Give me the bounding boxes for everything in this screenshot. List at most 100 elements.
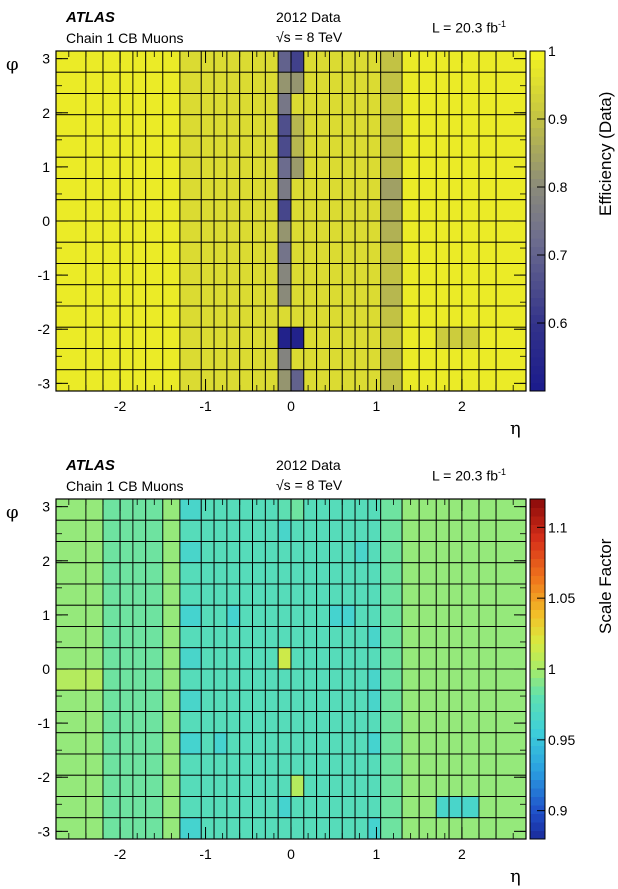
heatmap-cell xyxy=(435,519,450,542)
heatmap-cell xyxy=(354,668,369,691)
heatmap-cell xyxy=(252,689,266,712)
x-axis-label: η xyxy=(510,418,521,439)
heatmap-cell xyxy=(179,348,202,371)
heatmap-cell xyxy=(316,668,330,691)
heatmap-cell xyxy=(277,689,292,712)
heatmap-cell xyxy=(329,369,343,392)
heatmap-cell xyxy=(478,71,497,94)
heatmap-cell xyxy=(461,498,480,521)
heatmap-cell xyxy=(290,711,305,734)
heatmap-cell xyxy=(179,732,202,755)
heatmap-cell xyxy=(495,668,527,691)
colorbar-segment xyxy=(530,660,545,670)
heatmap-cell xyxy=(495,348,527,371)
heatmap-cell xyxy=(448,562,463,585)
heatmap-cell xyxy=(179,753,202,776)
colorbar-segment xyxy=(530,643,545,653)
heatmap-cell xyxy=(329,668,343,691)
heatmap-cell xyxy=(329,604,343,627)
heatmap-cell xyxy=(132,348,147,371)
heatmap-cell xyxy=(418,348,437,371)
heatmap-cell xyxy=(226,711,241,734)
heatmap-cell xyxy=(341,284,356,307)
heatmap-cell xyxy=(239,305,253,328)
heatmap-cell xyxy=(316,796,330,819)
heatmap-cell xyxy=(316,369,330,392)
heatmap-cell xyxy=(290,796,305,819)
heatmap-cell xyxy=(102,562,121,585)
heatmap-cell xyxy=(329,93,343,116)
heatmap-cell xyxy=(380,711,403,734)
heatmap-cell xyxy=(277,284,292,307)
heatmap-cell xyxy=(252,668,266,691)
heatmap-cell xyxy=(85,326,104,349)
heatmap-cell xyxy=(367,305,382,328)
heatmap-cell xyxy=(354,604,369,627)
heatmap-cell xyxy=(448,114,463,137)
heatmap-cell xyxy=(303,689,318,712)
heatmap-cell xyxy=(145,519,164,542)
heatmap-cell xyxy=(316,626,330,649)
heatmap-cell xyxy=(329,774,343,797)
heatmap-cell xyxy=(418,689,437,712)
heatmap-cell xyxy=(367,817,382,840)
heatmap-cell xyxy=(252,647,266,670)
heatmap-cell xyxy=(478,817,497,840)
heatmap-cell xyxy=(119,753,134,776)
heatmap-cell xyxy=(102,753,121,776)
heatmap-cell xyxy=(264,519,279,542)
heatmap-cell xyxy=(401,348,420,371)
heatmap-cell xyxy=(418,562,437,585)
heatmap-cell xyxy=(478,220,497,243)
heatmap-cell xyxy=(303,541,318,564)
heatmap-cell xyxy=(495,50,527,73)
heatmap-cell xyxy=(179,711,202,734)
heatmap-cell xyxy=(401,263,420,286)
heatmap-cell xyxy=(179,220,202,243)
heatmap-cell xyxy=(213,305,228,328)
heatmap-cell xyxy=(200,263,215,286)
heatmap-cell xyxy=(162,562,181,585)
heatmap-cell xyxy=(264,774,279,797)
colorbar-segment xyxy=(530,59,545,69)
heatmap-cell xyxy=(239,583,253,606)
heatmap-cell xyxy=(303,93,318,116)
heatmap-cell xyxy=(435,305,450,328)
heatmap-cell xyxy=(329,348,343,371)
heatmap-cell xyxy=(226,220,241,243)
heatmap-cell xyxy=(85,71,104,94)
heatmap-cell xyxy=(277,519,292,542)
colorbar-segment xyxy=(530,728,545,738)
heatmap-cell xyxy=(102,178,121,201)
heatmap-cell xyxy=(277,305,292,328)
heatmap-cell xyxy=(354,241,369,264)
heatmap-cell xyxy=(316,604,330,627)
heatmap-cell xyxy=(264,796,279,819)
heatmap-cell xyxy=(145,562,164,585)
heatmap-cell xyxy=(179,156,202,179)
heatmap-cell xyxy=(145,284,164,307)
heatmap-cell xyxy=(252,817,266,840)
heatmap-cell xyxy=(303,668,318,691)
y-tick-label: -1 xyxy=(38,715,51,731)
heatmap-cell xyxy=(290,583,305,606)
y-tick-label: 0 xyxy=(42,213,50,229)
heatmap-cell xyxy=(119,135,134,158)
heatmap-cell xyxy=(478,647,497,670)
heatmap-cell xyxy=(461,796,480,819)
heatmap-cell xyxy=(277,711,292,734)
heatmap-cell xyxy=(226,626,241,649)
heatmap-cell xyxy=(478,689,497,712)
heatmap-cell xyxy=(162,689,181,712)
heatmap-cell xyxy=(316,753,330,776)
heatmap-cell xyxy=(478,369,497,392)
colorbar-segment xyxy=(530,779,545,789)
heatmap-cell xyxy=(119,583,134,606)
heatmap-cell xyxy=(145,796,164,819)
heatmap-cell xyxy=(495,519,527,542)
heatmap-cell xyxy=(213,178,228,201)
heatmap-cell xyxy=(303,369,318,392)
heatmap-cell xyxy=(303,796,318,819)
colorbar-tick-label: 0.7 xyxy=(548,247,568,263)
heatmap-cell xyxy=(380,199,403,222)
